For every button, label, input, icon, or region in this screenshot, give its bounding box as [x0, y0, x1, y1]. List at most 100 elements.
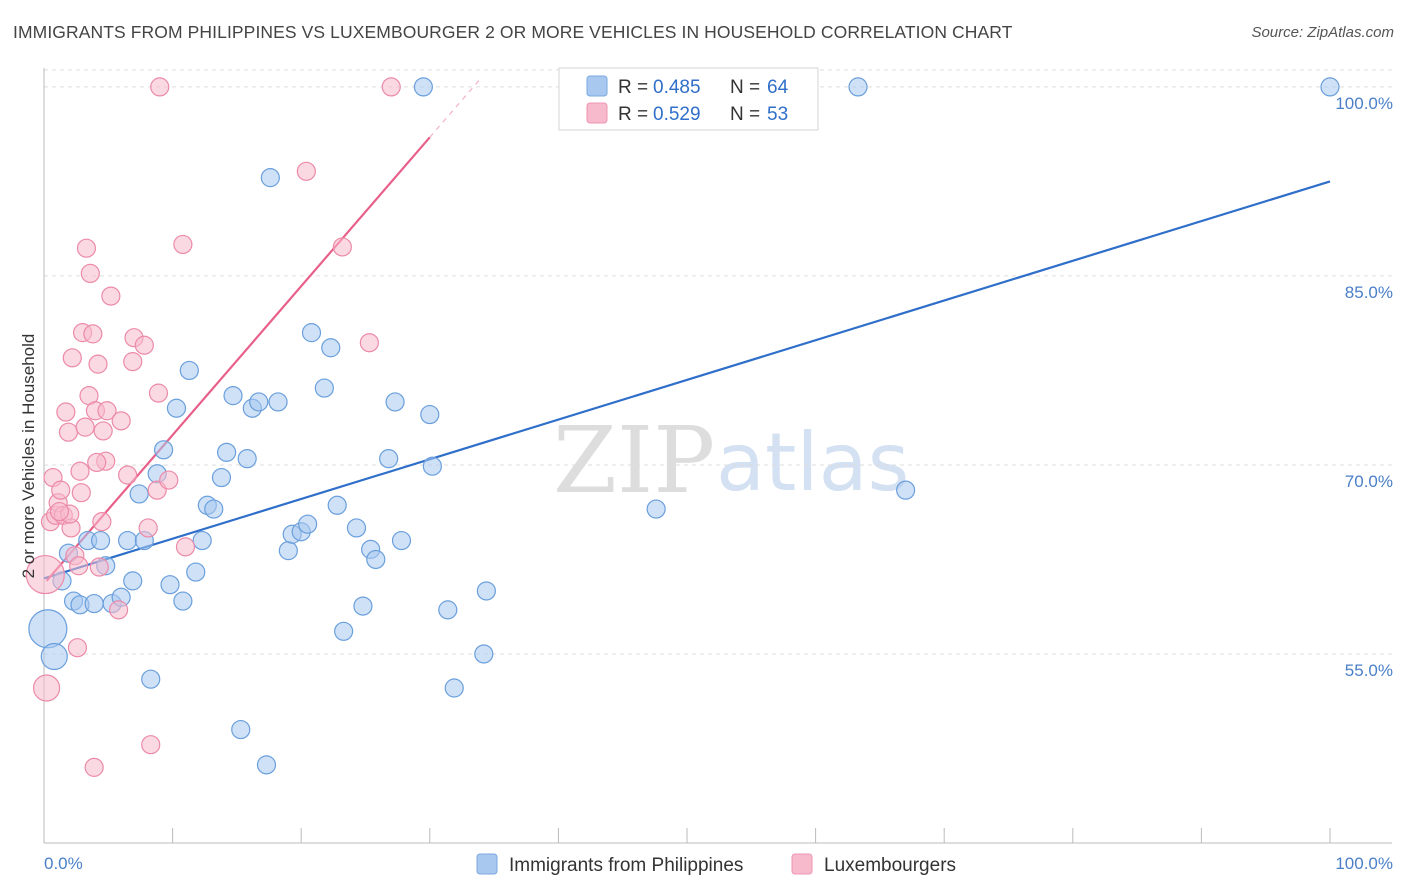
point-luxembourgers-30	[101, 286, 121, 306]
point-philippines-54	[420, 404, 440, 425]
point-philippines-44	[327, 495, 347, 515]
point-luxembourgers-34	[123, 352, 143, 372]
bottom-legend-label-luxembourgers: Luxembourgers	[824, 855, 956, 876]
point-luxembourgers-26	[92, 512, 112, 532]
legend-r-label-1: R =	[618, 77, 648, 98]
y-tick-label-0: 55.0%	[1345, 661, 1393, 680]
point-philippines-62	[896, 480, 916, 500]
point-luxembourgers-43	[173, 234, 193, 255]
legend-r-label-2: R =	[618, 104, 648, 125]
chart-title: IMMIGRANTS FROM PHILIPPINES VS LUXEMBOUR…	[13, 22, 1013, 42]
bottom-legend-label-philippines: Immigrants from Philippines	[509, 855, 743, 876]
point-luxembourgers-32	[111, 411, 131, 431]
point-philippines-23	[186, 562, 206, 582]
legend-swatch-luxembourgers	[586, 102, 608, 124]
watermark-atlas: atlas	[716, 416, 909, 509]
point-luxembourgers-41	[150, 77, 170, 97]
point-luxembourgers-51	[69, 556, 89, 576]
point-luxembourgers-45	[296, 161, 316, 181]
point-philippines-35	[260, 168, 280, 188]
point-luxembourgers-29	[97, 401, 117, 421]
point-philippines-56	[438, 600, 458, 620]
legend-n-label-2: N =	[730, 104, 760, 125]
point-philippines-41	[301, 323, 322, 343]
legend-n-label-1: N =	[730, 77, 760, 98]
point-philippines-34	[256, 755, 277, 775]
point-luxembourgers-48	[381, 77, 401, 97]
point-philippines-45	[334, 621, 354, 641]
point-luxembourgers-37	[138, 518, 158, 538]
trend-line-luxembourgers	[45, 136, 431, 582]
point-luxembourgers-20	[80, 263, 100, 284]
point-philippines-24	[192, 530, 212, 551]
point-philippines-36	[268, 392, 288, 412]
point-philippines-53	[413, 77, 433, 97]
gridlines	[44, 69, 1392, 655]
point-luxembourgers-1	[32, 674, 61, 702]
x-tick-label-0: 0.0%	[44, 854, 83, 873]
point-luxembourgers-0	[25, 554, 65, 595]
point-luxembourgers-8	[56, 402, 76, 422]
bottom-legend-swatch-philippines	[476, 853, 498, 875]
y-tick-labels: 55.0% 70.0% 85.0% 100.0%	[1335, 94, 1393, 680]
point-luxembourgers-9	[58, 422, 79, 442]
point-philippines-37	[278, 541, 298, 561]
trend-line-luxembourgers-extension	[429, 77, 482, 138]
point-philippines-8	[90, 530, 111, 551]
point-philippines-63	[1320, 77, 1340, 97]
axes	[43, 68, 1392, 844]
point-philippines-22	[179, 360, 199, 381]
point-luxembourgers-17	[75, 417, 95, 437]
point-luxembourgers-24	[88, 354, 108, 374]
point-luxembourgers-15	[71, 483, 91, 503]
point-philippines-33	[249, 392, 269, 412]
point-luxembourgers-11	[62, 348, 82, 368]
point-philippines-13	[123, 571, 143, 591]
legend-r-value-2: 0.529	[653, 104, 701, 125]
point-philippines-16	[141, 669, 161, 689]
legend-swatch-philippines	[586, 75, 608, 97]
point-luxembourgers-14	[70, 461, 90, 481]
point-philippines-31	[237, 449, 257, 469]
point-philippines-58	[474, 644, 494, 664]
bottom-legend-swatch-luxembourgers	[791, 853, 813, 875]
legend-n-value-2: 53	[767, 104, 788, 125]
point-philippines-47	[353, 596, 373, 616]
point-luxembourgers-47	[359, 333, 379, 353]
point-philippines-49	[366, 549, 386, 570]
point-philippines-19	[160, 575, 180, 595]
point-luxembourgers-33	[117, 465, 138, 485]
legend-series: Immigrants from Philippines Luxembourger…	[476, 853, 956, 876]
point-luxembourgers-13	[67, 638, 88, 658]
point-luxembourgers-46	[332, 237, 352, 257]
point-luxembourgers-40	[148, 383, 169, 403]
point-philippines-27	[211, 467, 232, 488]
point-philippines-30	[231, 719, 251, 740]
point-luxembourgers-6	[51, 480, 71, 500]
legend-n-value-1: 64	[767, 77, 789, 98]
point-luxembourgers-22	[84, 757, 104, 777]
point-luxembourgers-52	[87, 452, 107, 473]
point-luxembourgers-36	[134, 335, 154, 355]
legend-r-value-1: 0.485	[653, 77, 701, 98]
point-philippines-12	[117, 530, 138, 551]
legend-stats: R = 0.485 N = 64 R = 0.529 N = 53	[558, 67, 819, 131]
point-philippines-7	[84, 593, 104, 614]
point-luxembourgers-25	[89, 557, 109, 577]
point-philippines-40	[298, 514, 318, 534]
data-points	[25, 77, 1340, 777]
y-tick-label-2: 85.0%	[1345, 283, 1393, 302]
point-luxembourgers-42	[159, 470, 179, 490]
point-philippines-28	[217, 442, 237, 462]
source-label: Source: ZipAtlas.com	[1251, 24, 1394, 41]
point-philippines-57	[444, 678, 464, 698]
point-philippines-1	[40, 642, 68, 671]
point-philippines-52	[391, 530, 412, 551]
watermark: ZIP atlas	[553, 407, 909, 514]
point-philippines-59	[476, 581, 496, 601]
point-luxembourgers-38	[141, 735, 161, 755]
y-axis-label: 2 or more Vehicles in Household	[19, 334, 38, 579]
point-philippines-29	[223, 386, 243, 406]
trend-lines	[43, 77, 1331, 582]
